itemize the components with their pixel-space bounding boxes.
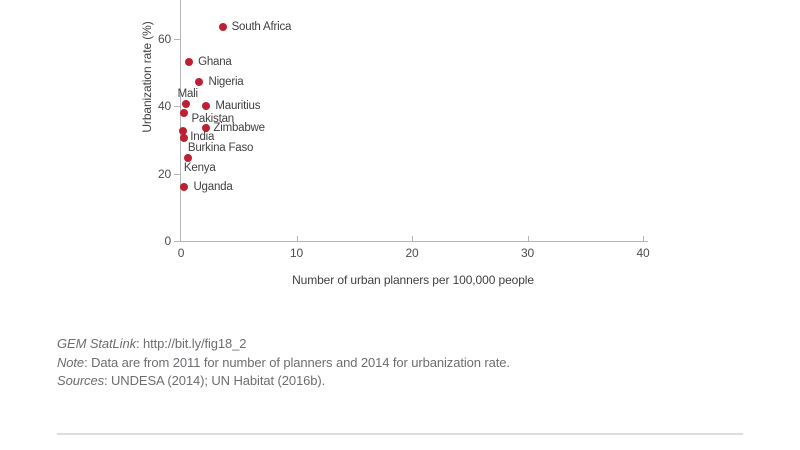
- x-axis-line: [180, 241, 648, 242]
- x-axis-tick: [296, 236, 298, 241]
- y-axis-tick: [174, 241, 180, 242]
- point-label: Zimbabwe: [213, 121, 265, 134]
- scatter-point: [183, 154, 192, 163]
- y-axis-title: Urbanization rate (%): [140, 21, 154, 133]
- point-label: India: [190, 131, 215, 144]
- scatter-point: [202, 102, 211, 110]
- point-label: Kenya: [183, 162, 216, 175]
- statlink-url[interactable]: : http://bit.ly/fig18_2: [136, 336, 247, 351]
- sources-line: Sources: UNDESA (2014); UN Habitat (2016…: [57, 372, 510, 391]
- point-label: Burkina Faso: [187, 142, 254, 155]
- point-label: Mauritius: [215, 100, 261, 112]
- point-label: Mali: [177, 88, 198, 101]
- y-axis-tick-label: 40: [158, 99, 171, 113]
- point-label: Uganda: [193, 181, 233, 193]
- scatter-point: [218, 23, 227, 32]
- scatter-point: [179, 134, 188, 143]
- scatter-point: [180, 108, 189, 117]
- x-axis-tick: [643, 236, 644, 241]
- x-axis-tick-label: 0: [177, 246, 185, 260]
- x-axis-tick: [527, 236, 529, 241]
- note-line: Note: Data are from 2011 for number of p…: [57, 354, 510, 373]
- sources-text: : UNDESA (2014); UN Habitat (2016b).: [104, 373, 326, 388]
- point-label: Nigeria: [208, 76, 244, 89]
- y-axis-tick-label: 0: [164, 234, 172, 248]
- point-label: Ghana: [198, 56, 232, 69]
- note-label: Note: [57, 354, 85, 370]
- sources-label: Sources: [57, 373, 104, 388]
- scatter-point: [195, 78, 204, 87]
- scatter-point: [179, 127, 188, 136]
- chart-footnotes: GEM StatLink: http://bit.ly/fig18_2 Note…: [57, 335, 510, 391]
- point-label: South Africa: [231, 21, 292, 34]
- y-axis-tick: [174, 106, 180, 107]
- x-axis-tick-label: 20: [405, 246, 419, 260]
- scatter-point: [181, 100, 190, 109]
- x-axis-title: Number of urban planners per 100,000 peo…: [292, 273, 534, 287]
- x-axis-tick-label: 40: [636, 246, 650, 260]
- note-text: : Data are from 2011 for number of plann…: [84, 354, 510, 370]
- x-axis-tick-label: 10: [290, 246, 303, 260]
- y-axis-tick: [174, 38, 180, 40]
- page-divider-line: [57, 433, 743, 435]
- scatter-point: [185, 58, 194, 67]
- y-axis-tick-label: 20: [158, 166, 171, 181]
- statlink-label: GEM StatLink: [57, 336, 136, 351]
- y-axis-tick-label: 60: [158, 31, 171, 46]
- y-axis-tick: [174, 173, 180, 175]
- y-axis-line: [180, 0, 181, 241]
- scatter-point: [180, 183, 189, 191]
- x-axis-tick-label: 30: [521, 246, 534, 260]
- x-axis-tick: [412, 236, 413, 241]
- point-label: Pakistan: [191, 112, 234, 125]
- statlink-line: GEM StatLink: http://bit.ly/fig18_2: [57, 335, 510, 354]
- scatter-point: [202, 123, 211, 132]
